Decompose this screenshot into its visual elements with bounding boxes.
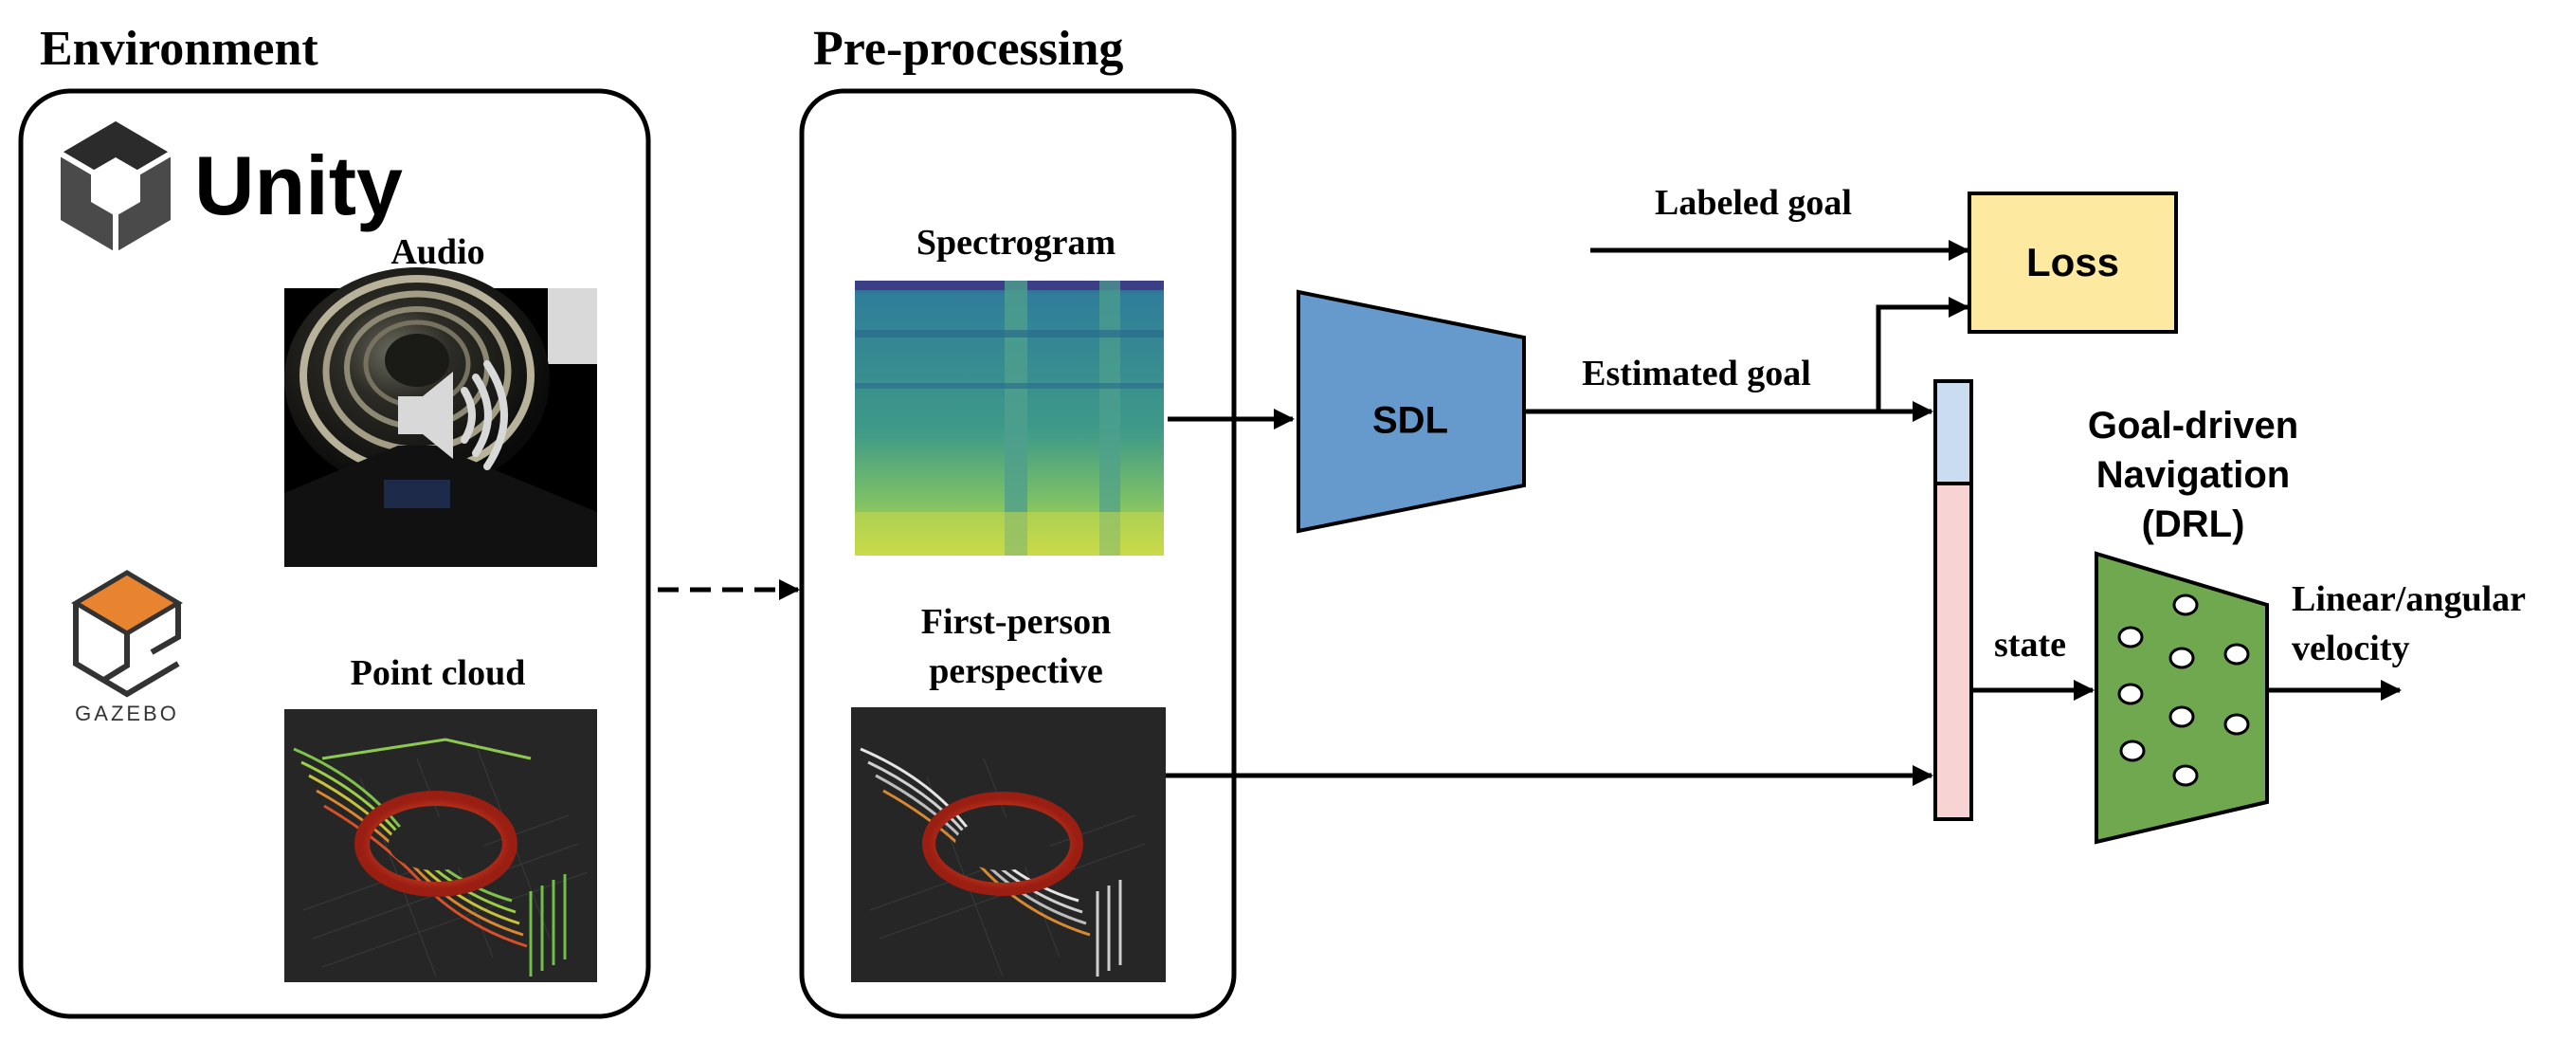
estimated-goal-to-loss-arrow bbox=[1876, 297, 1969, 411]
drl-neurons bbox=[2117, 594, 2250, 787]
loss-block bbox=[1968, 192, 2178, 334]
output-label-line1: Linear/angular bbox=[2292, 579, 2526, 619]
fpp-label-line1: First-person bbox=[921, 602, 1112, 642]
unity-logo-text: Unity bbox=[194, 138, 403, 232]
state-observation-segment bbox=[1933, 482, 1973, 821]
drl-neuron bbox=[2223, 713, 2250, 736]
gazebo-logo-icon bbox=[71, 570, 183, 698]
drl-neuron bbox=[2117, 683, 2144, 705]
drl-label-line3: (DRL) bbox=[2142, 503, 2245, 545]
pointcloud-image bbox=[284, 709, 597, 982]
drl-neuron bbox=[2117, 626, 2144, 648]
audio-label: Audio bbox=[390, 232, 484, 272]
environment-title: Environment bbox=[40, 22, 318, 76]
loss-label: Loss bbox=[2026, 240, 2119, 284]
drl-label-line1: Goal-driven bbox=[2088, 405, 2298, 447]
spectrogram-label: Spectrogram bbox=[916, 223, 1116, 263]
state-label: state bbox=[1994, 625, 2066, 665]
unity-logo-icon bbox=[59, 121, 172, 252]
drl-neuron bbox=[2223, 643, 2250, 666]
fpp-pointcloud-image bbox=[851, 707, 1166, 982]
preprocessing-panel bbox=[799, 88, 1237, 1019]
sdl-label: SDL bbox=[1372, 400, 1448, 442]
drl-neuron bbox=[2119, 740, 2146, 762]
drl-label-line2: Navigation bbox=[2096, 454, 2290, 496]
spectrogram-image bbox=[855, 281, 1164, 556]
state-goal-segment bbox=[1933, 379, 1973, 485]
environment-panel bbox=[18, 88, 651, 1019]
estimated-goal-label: Estimated goal bbox=[1582, 354, 1811, 393]
preprocessing-title: Pre-processing bbox=[813, 22, 1123, 76]
labeled-goal-label: Labeled goal bbox=[1655, 183, 1852, 223]
output-label-line2: velocity bbox=[2292, 629, 2410, 668]
drl-neuron bbox=[2168, 705, 2195, 728]
sdl-block bbox=[1297, 289, 1526, 534]
drl-neuron bbox=[2172, 764, 2199, 787]
drl-block bbox=[2095, 551, 2269, 845]
gazebo-logo-text: GAZEBO bbox=[75, 702, 179, 725]
drl-neuron bbox=[2168, 647, 2195, 669]
audio-tunnel-image bbox=[284, 267, 597, 567]
drl-neuron bbox=[2172, 594, 2199, 616]
fpp-label-line2: perspective bbox=[929, 651, 1103, 691]
pointcloud-label: Point cloud bbox=[351, 653, 526, 693]
speaker-icon bbox=[398, 360, 508, 470]
